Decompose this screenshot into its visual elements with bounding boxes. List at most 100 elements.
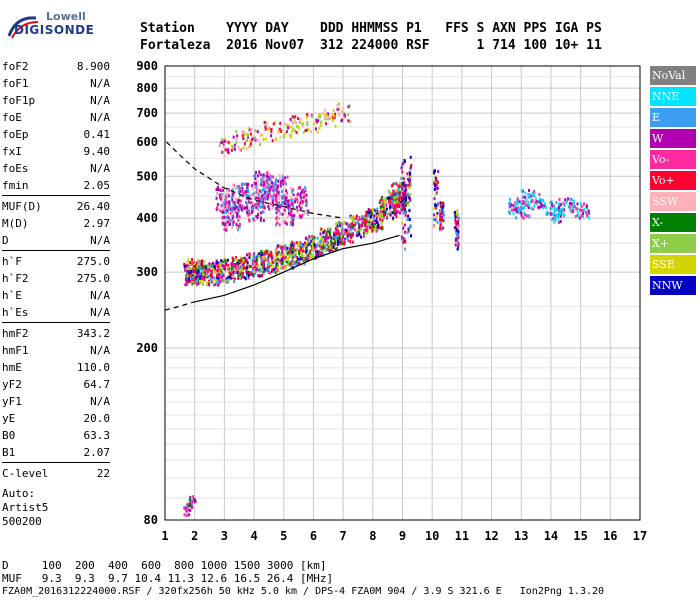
spread-f-point	[274, 182, 277, 186]
x-tick-label: 11	[455, 529, 469, 543]
param-row: D N/A	[2, 232, 110, 249]
o-trace-point	[397, 184, 400, 188]
o-trace-point	[399, 211, 401, 215]
o-trace-point	[392, 203, 395, 207]
e-layer-point	[189, 495, 192, 499]
o-trace-point	[398, 197, 401, 201]
nne-oblique-point	[536, 202, 539, 206]
o-trace-point	[289, 249, 292, 252]
nne-oblique-point	[568, 202, 571, 206]
vertical-streak-point	[408, 180, 411, 184]
nne-oblique-point	[533, 190, 536, 194]
second-hop-point	[305, 115, 308, 119]
vertical-streak-point	[436, 214, 438, 218]
o-trace-point	[327, 230, 330, 234]
x-tick-label: 15	[573, 529, 587, 543]
o-trace-point	[249, 265, 252, 268]
spread-f-point	[252, 218, 255, 222]
nne-oblique-point	[577, 214, 580, 218]
o-trace-point	[371, 207, 374, 211]
second-hop-point	[243, 142, 246, 146]
spread-f-point	[277, 193, 280, 197]
spread-f-point	[236, 201, 239, 205]
e-layer-point	[186, 508, 189, 511]
nne-oblique-point	[580, 214, 583, 218]
nne-oblique-point	[551, 212, 554, 216]
nne-oblique-point	[522, 211, 525, 215]
o-trace-point	[276, 269, 279, 273]
legend-item-ssw: SSW	[650, 192, 696, 211]
vertical-streak-point	[404, 240, 407, 244]
o-trace-point	[215, 263, 218, 267]
o-trace-point	[311, 240, 314, 244]
o-trace-point	[272, 264, 275, 268]
param-value: 64.7	[83, 378, 111, 391]
o-trace-point	[292, 245, 295, 249]
o-trace-point	[382, 205, 385, 209]
o-trace-point	[187, 277, 190, 281]
e-layer-point	[188, 513, 190, 517]
o-trace-point	[397, 210, 400, 214]
spread-f-point	[261, 205, 264, 209]
o-trace-point	[393, 210, 396, 214]
o-trace-point	[217, 274, 220, 278]
spread-f-point	[272, 182, 275, 186]
spread-f-point	[243, 206, 246, 210]
second-hop-point	[302, 130, 305, 134]
o-trace-point	[404, 184, 407, 188]
o-trace-point	[250, 265, 253, 268]
second-hop-point	[297, 117, 300, 120]
o-trace-point	[223, 267, 226, 271]
o-trace-point	[368, 220, 371, 224]
o-trace-point	[258, 255, 261, 258]
spread-f-point	[235, 222, 238, 226]
o-trace-point	[395, 215, 398, 219]
o-trace-point	[387, 189, 390, 193]
o-trace-point	[203, 278, 206, 281]
footer-muf: MUF 9.3 9.3 9.7 10.4 11.3 12.6 16.5 26.4…	[2, 572, 334, 585]
o-trace-point	[396, 194, 399, 198]
spread-f-point	[250, 194, 253, 198]
spread-f-point	[237, 206, 240, 210]
o-trace-point	[312, 244, 314, 248]
o-trace-point	[336, 224, 339, 228]
o-trace-point	[214, 283, 217, 287]
o-trace-point	[379, 206, 382, 210]
second-hop-point	[237, 145, 240, 149]
param-name: M(D)	[2, 217, 29, 230]
second-hop-point	[298, 120, 301, 124]
param-value: N/A	[90, 111, 110, 124]
param-name: B0	[2, 429, 16, 442]
plot-frame	[164, 65, 641, 521]
o-trace-point	[234, 258, 236, 262]
nne-oblique-point	[553, 204, 556, 208]
o-trace-point	[287, 263, 289, 267]
o-trace-point	[192, 261, 195, 264]
param-name: yF2	[2, 378, 22, 391]
o-trace-point	[337, 240, 340, 244]
spread-f-point	[289, 186, 292, 190]
spread-f-point	[257, 213, 259, 217]
o-trace-point	[306, 237, 309, 241]
spread-f-point	[221, 203, 224, 207]
vertical-streak-point	[407, 227, 410, 231]
spread-f-point	[291, 198, 294, 202]
spread-f-point	[290, 211, 292, 215]
o-trace-point	[215, 281, 218, 285]
spread-f-point	[287, 201, 290, 205]
second-hop-point	[298, 126, 301, 130]
spread-f-point	[303, 198, 306, 202]
spread-f-point	[277, 179, 280, 183]
spread-f-point	[232, 223, 234, 227]
o-trace-point	[216, 274, 218, 278]
spread-f-point	[227, 216, 230, 220]
o-trace-point	[195, 275, 198, 279]
spread-f-point	[300, 204, 303, 207]
o-trace-point	[237, 259, 240, 263]
second-hop-point	[282, 135, 285, 139]
second-hop-point	[317, 119, 320, 123]
spread-f-point	[258, 204, 261, 208]
e-layer-point	[185, 514, 188, 518]
nne-oblique-point	[522, 195, 524, 199]
o-trace-point	[291, 248, 294, 252]
